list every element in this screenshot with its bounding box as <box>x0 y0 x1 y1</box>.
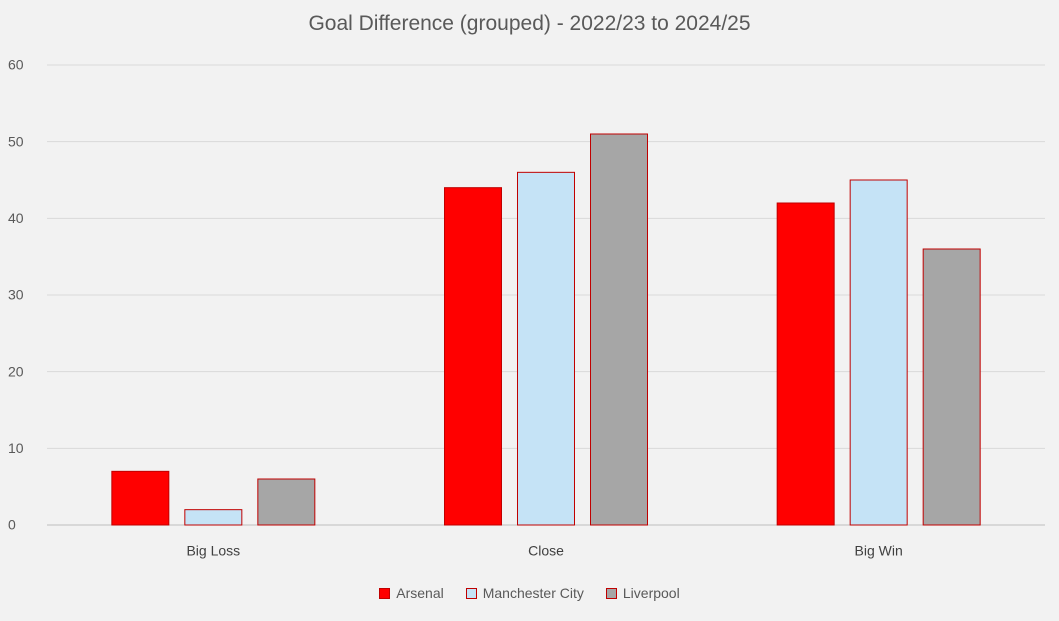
y-tick-label: 20 <box>8 363 24 379</box>
x-tick-label: Big Loss <box>186 543 240 559</box>
bar-manchester-city-big-loss <box>184 509 243 526</box>
legend-swatch <box>465 587 477 599</box>
bar-manchester-city-close <box>517 171 575 526</box>
y-tick-label: 60 <box>8 57 24 73</box>
legend-item: Liverpool <box>605 585 680 601</box>
bar-manchester-city-big-win <box>849 179 908 526</box>
legend-swatch <box>605 587 617 599</box>
y-tick-label: 50 <box>8 133 24 149</box>
legend: Arsenal Manchester City Liverpool <box>0 585 1059 601</box>
y-tick-label: 10 <box>8 440 24 456</box>
bar-arsenal-big-win <box>776 202 835 526</box>
legend-label: Manchester City <box>482 585 584 601</box>
x-tick-label: Close <box>528 543 564 559</box>
bar-arsenal-big-loss <box>111 470 170 526</box>
bar-arsenal-close <box>444 187 502 526</box>
y-tick-label: 40 <box>8 210 24 226</box>
y-tick-label: 30 <box>8 287 24 303</box>
legend-item: Arsenal <box>379 585 444 601</box>
y-tick-label: 0 <box>8 517 16 533</box>
x-tick-label: Big Win <box>855 543 903 559</box>
chart-title: Goal Difference (grouped) - 2022/23 to 2… <box>308 12 751 35</box>
legend-label: Arsenal <box>396 585 444 601</box>
bar-liverpool-big-win <box>922 248 981 526</box>
legend-swatch <box>379 587 391 599</box>
legend-label: Liverpool <box>622 585 680 601</box>
bar-liverpool-big-loss <box>257 478 316 526</box>
legend-item: Manchester City <box>465 585 584 601</box>
bar-liverpool-close <box>590 133 648 526</box>
